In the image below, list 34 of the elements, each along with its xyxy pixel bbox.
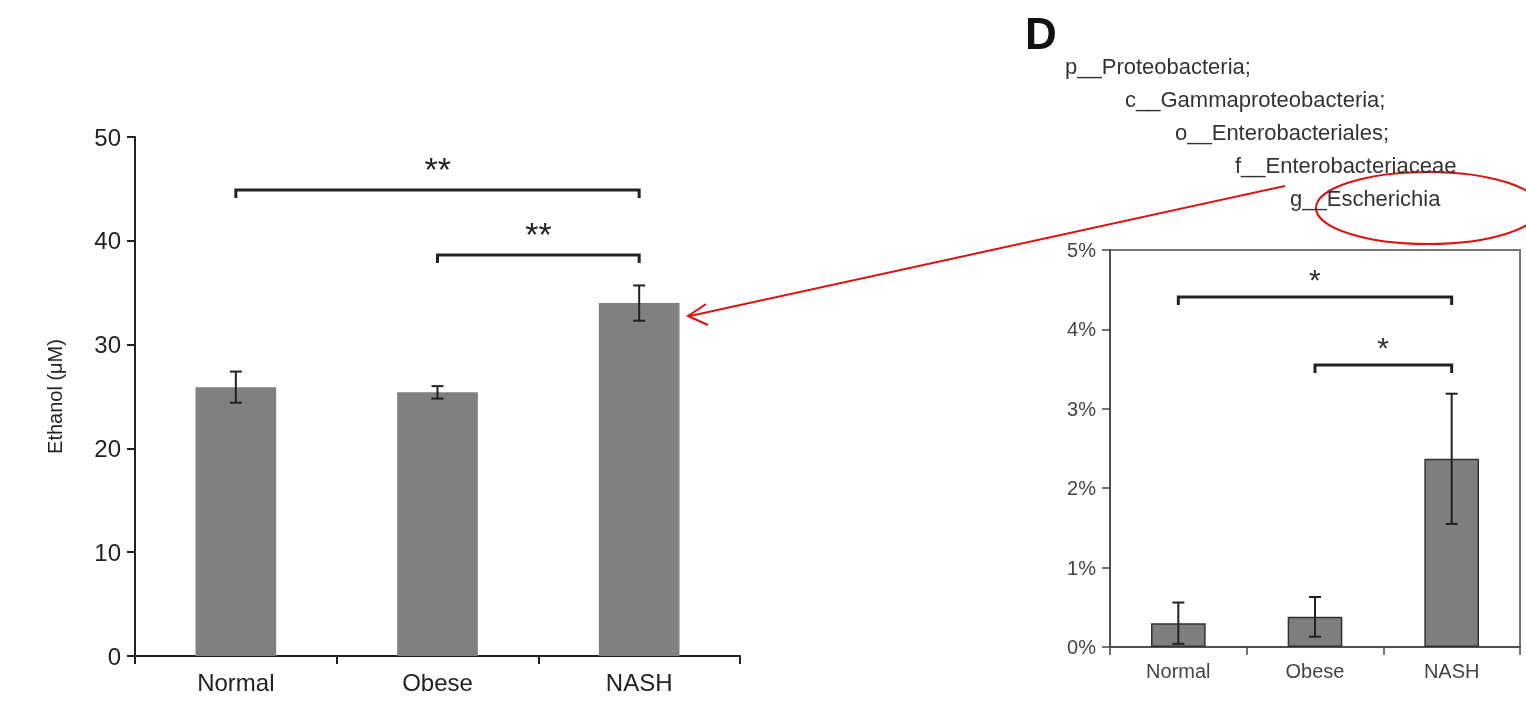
annotation: ** bbox=[424, 150, 451, 189]
annotation: ** bbox=[525, 215, 552, 254]
y-tick-label: 5% bbox=[1067, 239, 1097, 261]
bar bbox=[598, 303, 680, 656]
text: p__Proteobacteria; bbox=[1065, 54, 1251, 80]
x-tick-label: Obese bbox=[402, 668, 473, 696]
y-tick-label: 50 bbox=[94, 123, 121, 151]
chart-title: D bbox=[1025, 8, 1057, 58]
y-tick-label: 0 bbox=[107, 642, 121, 670]
text: c__Gammaproteobacteria; bbox=[1125, 87, 1386, 113]
text: o__Enterobacteriales; bbox=[1175, 120, 1390, 146]
y-tick-label: 30 bbox=[94, 331, 121, 359]
x-tick-label: NASH bbox=[605, 668, 673, 696]
y-tick-label: 2% bbox=[1067, 477, 1097, 500]
y-tick-label: 20 bbox=[94, 434, 121, 462]
bar bbox=[1424, 458, 1479, 647]
y-axis-title: Ethanol (μM) bbox=[44, 339, 66, 454]
y-tick-label: 4% bbox=[1067, 318, 1097, 341]
text: f__Enterobacteriaceae bbox=[1235, 153, 1457, 179]
bar bbox=[1287, 616, 1343, 647]
y-tick-label: 40 bbox=[94, 227, 121, 255]
x-tick-label: Normal bbox=[197, 668, 275, 696]
annotation: * bbox=[1377, 331, 1390, 365]
y-tick-label: 0% bbox=[1067, 636, 1097, 658]
y-tick-label: 3% bbox=[1067, 397, 1097, 420]
x-tick-label: NASH bbox=[1423, 660, 1480, 682]
bar bbox=[195, 387, 277, 656]
x-tick-label: Obese bbox=[1285, 660, 1345, 682]
bar bbox=[1151, 623, 1206, 647]
y-tick-label: 1% bbox=[1067, 556, 1097, 579]
bar bbox=[397, 392, 478, 656]
x-tick-label: Normal bbox=[1146, 660, 1211, 682]
annotation: * bbox=[1309, 263, 1321, 297]
y-tick-label: 10 bbox=[94, 538, 121, 566]
